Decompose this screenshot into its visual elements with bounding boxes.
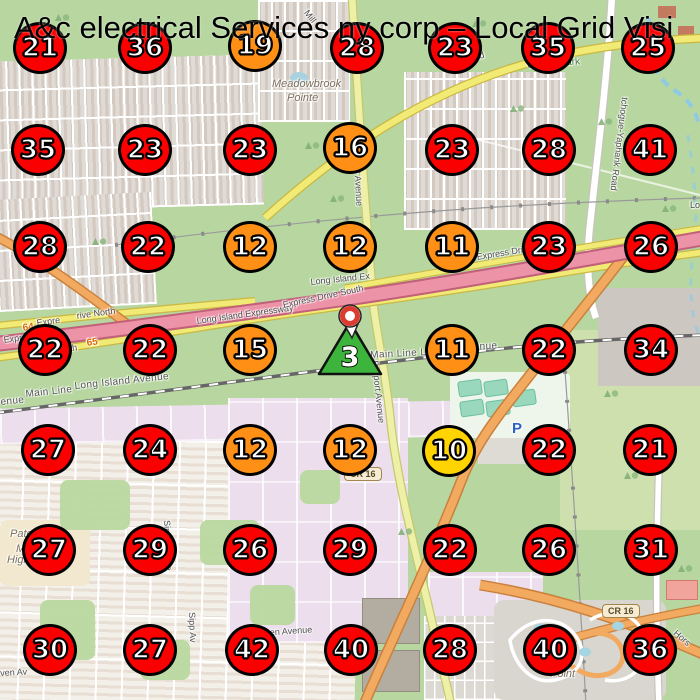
coverage-count-marker[interactable]: 23 — [425, 124, 479, 176]
complex-road — [508, 618, 584, 683]
building — [678, 26, 694, 36]
coverage-count-marker[interactable]: 11 — [425, 221, 479, 273]
coverage-count-marker[interactable]: 36 — [623, 624, 677, 676]
coverage-count-marker[interactable]: 28 — [423, 624, 477, 676]
map-label: P — [512, 420, 523, 437]
coverage-count-marker[interactable]: 27 — [22, 524, 76, 576]
coverage-count-marker[interactable]: 22 — [123, 324, 177, 376]
map-label: Lo — [690, 200, 700, 210]
coverage-count-marker[interactable]: 40 — [523, 624, 577, 676]
pool — [612, 621, 624, 631]
coverage-count-marker[interactable]: 24 — [123, 424, 177, 476]
coverage-count-marker[interactable]: 12 — [223, 221, 277, 273]
coverage-count-marker[interactable]: 28 — [522, 124, 576, 176]
motorway-lie — [0, 232, 700, 350]
coverage-count-marker[interactable]: 19 — [228, 20, 282, 72]
coverage-count-marker[interactable]: 31 — [624, 524, 678, 576]
coverage-count-marker[interactable]: 35 — [521, 22, 575, 74]
green-patch — [60, 480, 130, 530]
pond — [290, 72, 308, 85]
coverage-count-marker[interactable]: 21 — [623, 424, 677, 476]
coverage-count-marker[interactable]: 27 — [21, 424, 75, 476]
coverage-count-marker[interactable]: 11 — [425, 324, 479, 376]
coverage-count-marker[interactable]: 28 — [330, 22, 384, 74]
coverage-count-marker[interactable]: 29 — [323, 524, 377, 576]
coverage-count-marker[interactable]: 42 — [225, 624, 279, 676]
coverage-count-marker[interactable]: 26 — [223, 524, 277, 576]
location-pin-icon — [338, 304, 362, 340]
green-patch — [250, 585, 295, 625]
coverage-count-marker[interactable]: 12 — [323, 221, 377, 273]
building — [666, 580, 698, 600]
coverage-count-marker[interactable]: 22 — [18, 324, 72, 376]
coverage-count-marker[interactable]: 23 — [522, 221, 576, 273]
depot-count-label: 3 — [341, 342, 360, 373]
road-shield: CR 16 — [602, 604, 640, 618]
coverage-count-marker[interactable]: 30 — [23, 624, 77, 676]
map-label: Pointe — [287, 92, 319, 104]
coverage-count-marker[interactable]: 22 — [522, 424, 576, 476]
coverage-count-marker[interactable]: 12 — [223, 424, 277, 476]
building — [658, 6, 676, 18]
coverage-count-marker[interactable]: 23 — [223, 124, 277, 176]
coverage-count-marker[interactable]: 26 — [624, 221, 678, 273]
coverage-count-marker[interactable]: 22 — [522, 324, 576, 376]
road-ramp — [0, 234, 138, 333]
coverage-count-marker[interactable]: 35 — [11, 124, 65, 176]
coverage-count-marker[interactable]: 23 — [428, 22, 482, 74]
coverage-count-marker[interactable]: 27 — [123, 624, 177, 676]
coverage-count-marker[interactable]: 16 — [323, 122, 377, 174]
coverage-count-marker[interactable]: 28 — [13, 221, 67, 273]
page-title: A&c electrical Services ny corp – Local … — [14, 10, 674, 45]
depot-triangle — [317, 320, 383, 376]
road — [584, 0, 615, 320]
power-line — [114, 197, 700, 246]
green-patch — [300, 470, 340, 504]
pool — [579, 647, 591, 657]
coverage-count-marker[interactable]: 23 — [118, 124, 172, 176]
stream — [686, 134, 700, 339]
road-express-drive-north — [0, 298, 256, 329]
coverage-count-marker[interactable]: 41 — [623, 124, 677, 176]
coverage-count-marker[interactable]: 10 — [422, 425, 476, 477]
coverage-count-marker[interactable]: 25 — [621, 22, 675, 74]
map-label: Meadowbrook — [272, 78, 342, 90]
coverage-count-marker[interactable]: 40 — [324, 624, 378, 676]
coverage-count-marker[interactable]: 29 — [123, 524, 177, 576]
stream — [646, 17, 700, 129]
coverage-count-marker[interactable]: 36 — [118, 22, 172, 74]
coverage-count-marker[interactable]: 34 — [624, 324, 678, 376]
coverage-count-marker[interactable]: 22 — [423, 524, 477, 576]
coverage-count-marker[interactable]: 12 — [323, 424, 377, 476]
coverage-count-marker[interactable]: 15 — [223, 324, 277, 376]
coverage-count-marker[interactable]: 21 — [13, 22, 67, 74]
coverage-count-marker[interactable]: 26 — [522, 524, 576, 576]
coverage-count-marker[interactable]: 22 — [121, 221, 175, 273]
